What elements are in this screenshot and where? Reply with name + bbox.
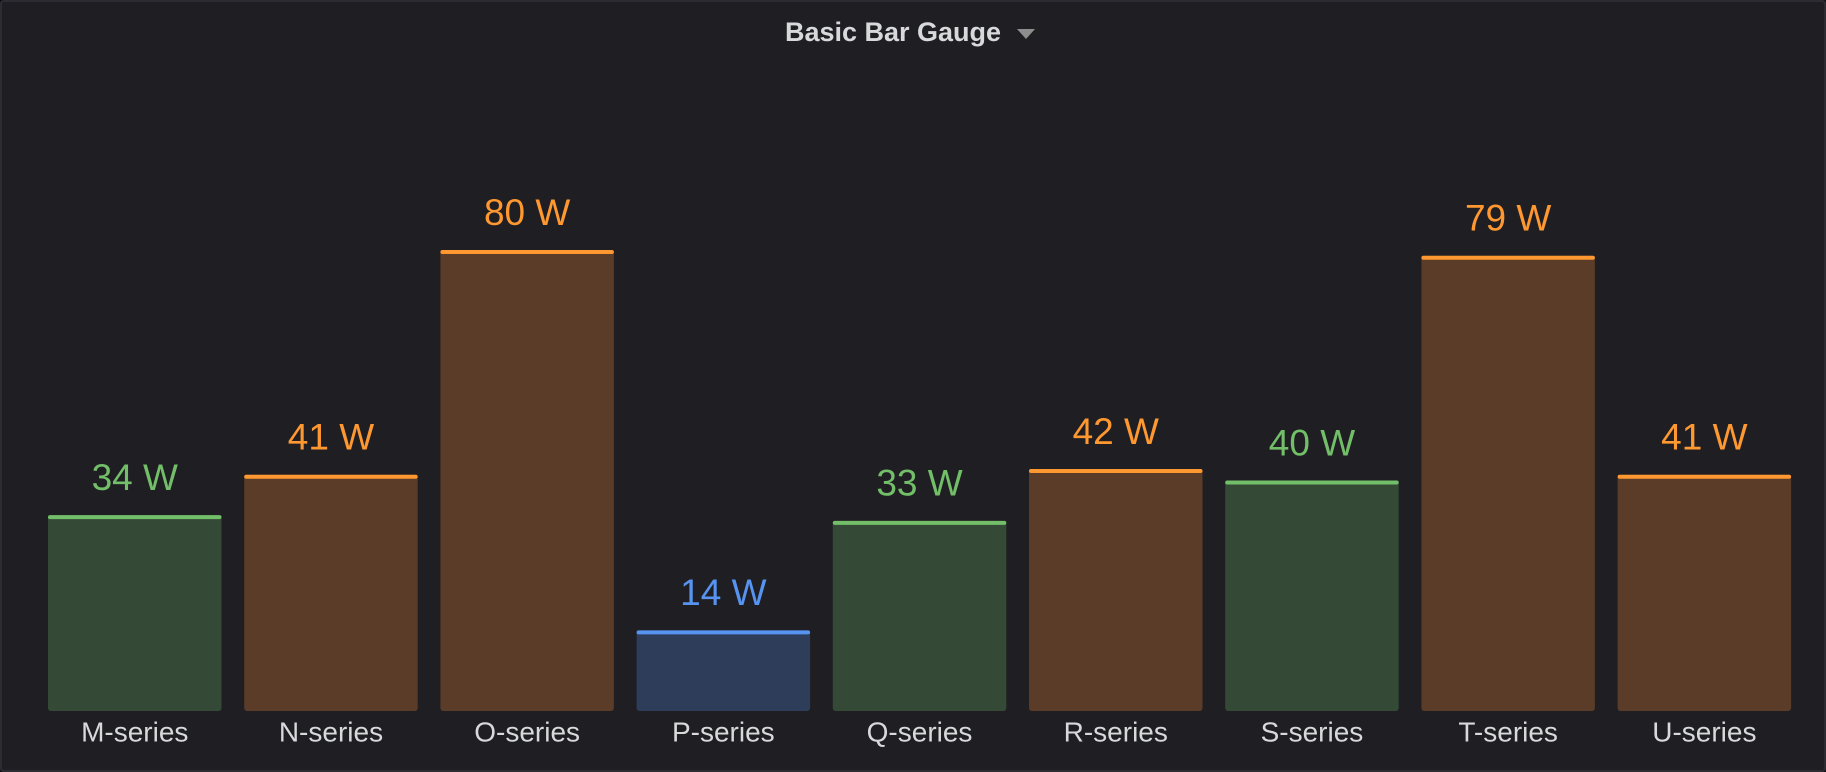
category-label: U-series <box>1652 716 1756 747</box>
category-label: T-series <box>1458 716 1558 747</box>
value-label: 41 W <box>1661 417 1747 458</box>
bar <box>1617 474 1792 711</box>
category-label: P-series <box>672 716 775 747</box>
bar <box>244 474 418 711</box>
bar <box>1225 480 1399 711</box>
value-label: 42 W <box>1073 411 1159 452</box>
value-label: 40 W <box>1269 422 1355 463</box>
bar-edge <box>48 515 222 520</box>
panel-title[interactable]: Basic Bar Gauge <box>785 17 1001 47</box>
value-label: 41 W <box>288 417 374 458</box>
category-label: M-series <box>81 716 188 747</box>
bar <box>1029 468 1203 711</box>
bar-edge <box>636 630 811 635</box>
bar-edge <box>440 250 614 254</box>
bar <box>636 630 811 711</box>
bar-edge <box>1029 468 1203 473</box>
bar <box>1421 255 1595 711</box>
category-label: O-series <box>474 716 580 747</box>
bar <box>832 520 1007 711</box>
bar <box>440 250 614 711</box>
bar-edge <box>244 474 418 479</box>
panel-menu-caret[interactable] <box>1017 29 1035 39</box>
category-label: S-series <box>1261 716 1364 747</box>
bar-edge <box>1617 474 1792 479</box>
value-label: 14 W <box>680 572 766 613</box>
bar-edge <box>1225 480 1399 485</box>
value-label: 79 W <box>1465 198 1551 239</box>
value-label: 80 W <box>484 192 570 233</box>
category-label: N-series <box>279 716 383 747</box>
bar <box>48 515 222 711</box>
bar-edge <box>832 520 1007 525</box>
value-label: 34 W <box>92 457 178 498</box>
value-label: 33 W <box>876 463 962 504</box>
category-label: Q-series <box>867 716 973 747</box>
bar-edge <box>1421 255 1595 260</box>
category-label: R-series <box>1064 716 1168 747</box>
